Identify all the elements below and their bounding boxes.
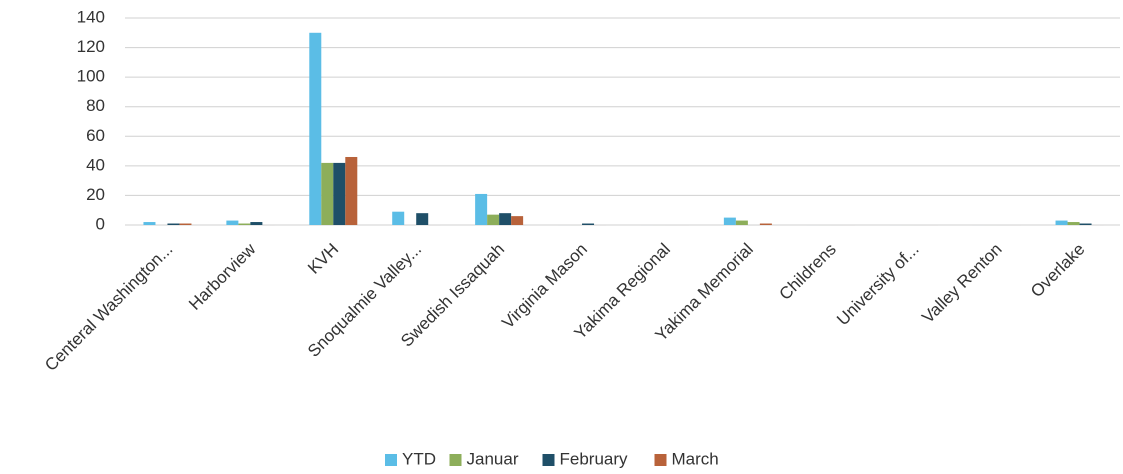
bar	[250, 222, 263, 225]
bar	[499, 213, 512, 225]
bar	[179, 223, 192, 225]
y-tick-label: 60	[86, 126, 105, 145]
bar	[226, 220, 239, 225]
y-tick-label: 0	[96, 214, 105, 233]
x-tick-label: Overlake	[1027, 240, 1089, 302]
y-tick-label: 40	[86, 155, 105, 174]
legend-label: February	[560, 449, 629, 468]
legend-swatch	[449, 454, 462, 466]
x-tick-label: Harborview	[185, 239, 260, 314]
bar	[475, 193, 488, 225]
y-tick-label: 80	[86, 96, 105, 115]
x-tick-label: Valley Renton	[918, 240, 1005, 327]
y-tick-label: 120	[77, 37, 105, 56]
bar	[333, 162, 346, 225]
bar	[759, 223, 772, 225]
y-tick-label: 20	[86, 185, 105, 204]
bar	[1055, 220, 1068, 225]
bar	[321, 162, 334, 225]
bar	[735, 220, 748, 225]
bar	[309, 32, 322, 226]
x-tick-label: Centeral Washington...	[41, 240, 176, 375]
bar	[238, 223, 251, 225]
legend-swatch	[654, 454, 667, 466]
bar	[723, 217, 736, 225]
legend-swatch	[542, 454, 555, 466]
bar	[1079, 223, 1092, 225]
x-tick-label: Virginia Mason	[498, 240, 591, 333]
bar	[345, 156, 358, 225]
legend-label: YTD	[402, 449, 436, 468]
x-tick-label: University of...	[833, 240, 923, 330]
legend-label: March	[672, 449, 719, 468]
x-tick-label: Childrens	[776, 240, 840, 304]
bar	[167, 223, 180, 225]
bar	[392, 211, 405, 225]
y-tick-label: 140	[77, 7, 105, 26]
bar	[511, 216, 524, 225]
bar	[143, 222, 156, 225]
bar	[487, 214, 500, 225]
x-tick-label: KVH	[304, 240, 342, 278]
legend: YTD Januar February March	[385, 449, 719, 468]
legend-label: Januar	[467, 449, 519, 468]
legend-swatch	[385, 454, 397, 466]
bar	[416, 213, 429, 225]
bar	[1067, 222, 1080, 225]
y-tick-label: 100	[77, 67, 105, 86]
bar	[582, 223, 595, 225]
